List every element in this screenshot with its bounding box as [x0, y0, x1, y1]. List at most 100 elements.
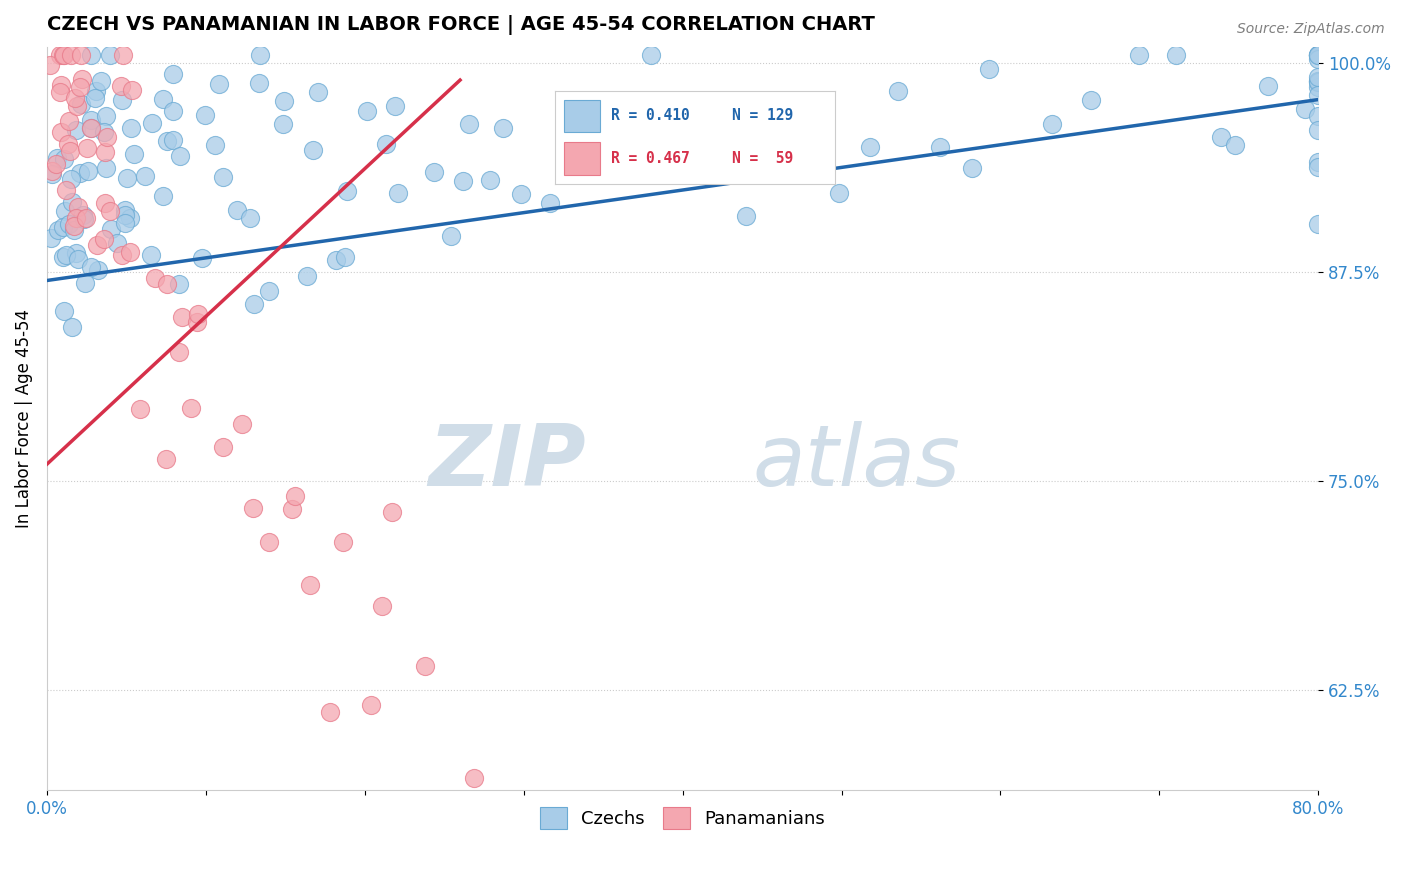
Point [66, 252, 89, 267]
Point [58, 114, 80, 128]
Point [194, 108, 217, 122]
Y-axis label: In Labor Force | Age 45-54: In Labor Force | Age 45-54 [15, 309, 32, 528]
Point [84, 84, 107, 98]
Point [80, 121, 103, 136]
Point [1308, 123, 1330, 137]
Point [75, 211, 97, 225]
Point [247, 76, 270, 90]
Point [613, 136, 636, 151]
Point [93, 232, 115, 246]
Point [170, 310, 193, 325]
Point [114, 216, 136, 230]
Point [191, 252, 214, 266]
Point [73, 211, 96, 226]
Point [80, 48, 103, 62]
Point [93, 125, 115, 139]
Point [1080, 93, 1102, 107]
Point [1225, 138, 1247, 153]
Point [415, 658, 437, 673]
Point [94, 161, 117, 176]
Point [186, 315, 208, 329]
Point [375, 136, 398, 151]
Point [118, 245, 141, 260]
Point [457, 117, 479, 131]
Point [111, 93, 134, 107]
Point [332, 535, 354, 549]
Point [69, 80, 91, 95]
Point [581, 113, 603, 128]
Point [1308, 53, 1330, 67]
Point [52, 48, 75, 62]
Point [336, 184, 359, 198]
Point [257, 284, 280, 298]
Point [152, 188, 174, 202]
Point [122, 147, 145, 161]
Point [69, 167, 91, 181]
Point [59, 48, 82, 62]
Point [325, 252, 347, 267]
Point [1308, 87, 1330, 102]
Point [45, 151, 67, 165]
Point [887, 83, 910, 97]
Point [510, 186, 533, 201]
Point [76, 164, 98, 178]
Point [231, 417, 253, 431]
Point [243, 297, 266, 311]
Point [284, 489, 307, 503]
Point [333, 250, 356, 264]
Point [479, 173, 502, 187]
Point [1308, 48, 1330, 62]
Point [422, 165, 444, 179]
Point [49, 85, 72, 99]
Point [58, 218, 80, 232]
Point [66, 99, 89, 113]
Point [70, 71, 93, 86]
Point [156, 134, 179, 148]
Point [295, 268, 318, 283]
Point [118, 211, 141, 225]
Point [858, 140, 880, 154]
Point [80, 113, 103, 128]
Point [52, 220, 75, 235]
Point [65, 245, 87, 260]
Point [204, 138, 226, 153]
Point [187, 307, 209, 321]
Point [440, 229, 463, 244]
Point [80, 260, 103, 274]
Point [463, 771, 485, 785]
Point [134, 169, 156, 183]
Point [806, 95, 828, 109]
Point [72, 208, 94, 222]
Point [63, 91, 86, 105]
Point [319, 706, 342, 720]
Point [828, 186, 851, 200]
Point [1257, 79, 1279, 94]
Point [98, 48, 121, 62]
Legend: Czechs, Panamanians: Czechs, Panamanians [533, 800, 832, 837]
Point [242, 500, 264, 515]
Point [167, 277, 190, 291]
Text: Source: ZipAtlas.com: Source: ZipAtlas.com [1237, 22, 1385, 37]
Point [41, 164, 63, 178]
Point [65, 211, 87, 225]
Point [453, 174, 475, 188]
Point [371, 599, 394, 614]
Point [1308, 160, 1330, 174]
Point [86, 237, 108, 252]
Point [239, 211, 262, 225]
Point [93, 196, 115, 211]
Point [94, 109, 117, 123]
Point [1308, 154, 1330, 169]
Text: ZIP: ZIP [429, 421, 586, 504]
Point [1308, 73, 1330, 87]
Point [60, 195, 83, 210]
Point [180, 401, 202, 416]
Point [55, 183, 77, 197]
Point [212, 170, 235, 185]
Point [115, 171, 138, 186]
Point [114, 203, 136, 218]
Point [538, 196, 561, 211]
Point [302, 144, 325, 158]
Point [1308, 48, 1330, 62]
Point [59, 144, 82, 158]
